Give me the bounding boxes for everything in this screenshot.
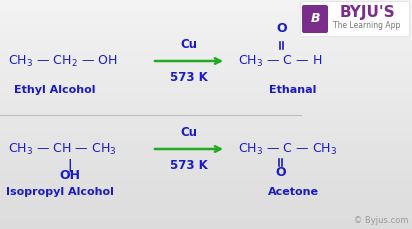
Text: O: O xyxy=(277,22,287,35)
Text: OH: OH xyxy=(59,169,80,182)
Text: Cu: Cu xyxy=(180,126,197,139)
Text: Ethanal: Ethanal xyxy=(269,85,317,95)
Text: B: B xyxy=(310,13,320,25)
Text: O: O xyxy=(276,166,286,179)
Text: $\mathsf{CH_3}$$\mathsf{\ —\ C\ —\ CH_3}$: $\mathsf{CH_3}$$\mathsf{\ —\ C\ —\ CH_3}… xyxy=(238,142,337,157)
Text: BYJU'S: BYJU'S xyxy=(339,5,395,21)
Text: The Learning App: The Learning App xyxy=(333,21,401,30)
Text: Acetone: Acetone xyxy=(267,187,318,197)
Text: $\mathsf{CH_3}$$\mathsf{\ —\ C\ —\ H}$: $\mathsf{CH_3}$$\mathsf{\ —\ C\ —\ H}$ xyxy=(238,53,322,68)
Text: $\mathsf{CH_3}$$\mathsf{\ —\ CH\ —\ CH_3}$: $\mathsf{CH_3}$$\mathsf{\ —\ CH\ —\ CH_3… xyxy=(8,142,117,157)
Text: Ethyl Alcohol: Ethyl Alcohol xyxy=(14,85,96,95)
Text: © Byjus.com: © Byjus.com xyxy=(353,216,408,225)
Text: 573 K: 573 K xyxy=(170,159,208,172)
Text: 573 K: 573 K xyxy=(170,71,208,84)
FancyBboxPatch shape xyxy=(302,5,328,33)
Text: |: | xyxy=(68,159,73,172)
Text: Cu: Cu xyxy=(180,38,197,51)
Text: Isopropyl Alcohol: Isopropyl Alcohol xyxy=(6,187,114,197)
FancyBboxPatch shape xyxy=(300,2,410,36)
Text: $\mathsf{CH_3}$$\mathsf{\ —\ CH_2\ —\ OH}$: $\mathsf{CH_3}$$\mathsf{\ —\ CH_2\ —\ OH… xyxy=(8,53,117,68)
